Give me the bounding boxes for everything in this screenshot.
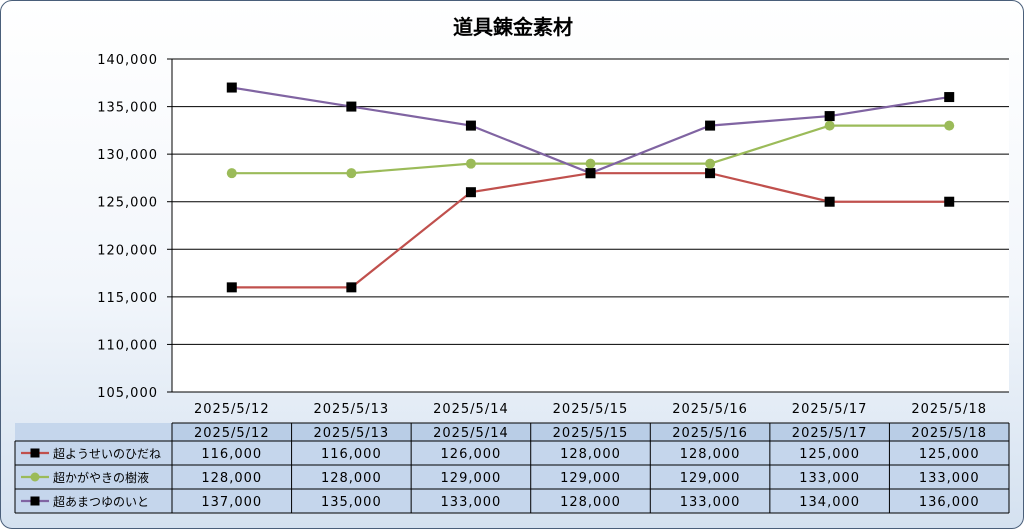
data-table-cell: 128,000 [560,495,621,510]
series-3-point [465,120,476,131]
series-name: 超あまつゆのいと [53,494,149,509]
legend-key-marker [30,448,40,458]
data-table-cell: 128,000 [201,471,262,486]
data-table-cell: 116,000 [321,447,382,462]
series-3-point [944,92,955,103]
series-3-point [824,111,835,122]
data-table-cell: 134,000 [799,495,860,510]
y-tick-label: 125,000 [97,196,158,211]
data-table-header: 2025/5/18 [911,426,987,441]
series-3-point [585,168,596,179]
data-table-cell: 129,000 [560,471,621,486]
chart-title: 道具錬金素材 [453,15,573,39]
y-tick-label: 130,000 [97,148,158,163]
series-1-point [824,196,835,207]
x-tick-label: 2025/5/15 [553,402,629,417]
data-table-header: 2025/5/12 [194,426,270,441]
series-1-point [226,282,237,293]
series-2-point [824,120,835,131]
x-tick-label: 2025/5/17 [792,402,868,417]
data-table-cell: 129,000 [441,471,502,486]
data-table-cell: 126,000 [441,447,502,462]
series-2-point [226,168,237,179]
data-table-cell: 136,000 [919,495,980,510]
x-tick-label: 2025/5/16 [672,402,748,417]
y-tick-label: 105,000 [97,386,158,401]
data-table-cell: 128,000 [680,447,741,462]
series-2-point [346,168,357,179]
x-tick-label: 2025/5/14 [433,402,509,417]
data-table-header: 2025/5/13 [314,426,390,441]
data-table-cell: 129,000 [680,471,741,486]
data-table-header: 2025/5/16 [672,426,748,441]
x-tick-label: 2025/5/18 [911,402,987,417]
series-name: 超かがやきの樹液 [53,470,149,485]
series-2-point [944,120,955,131]
series-1-point [944,196,955,207]
x-tick-label: 2025/5/13 [314,402,390,417]
legend-key-marker [30,496,40,506]
y-tick-label: 135,000 [97,101,158,116]
series-3-point [705,120,716,131]
data-table-header: 2025/5/15 [553,426,629,441]
data-table-cell: 137,000 [201,495,262,510]
data-table-header-bg [172,423,1009,441]
data-table-header: 2025/5/17 [792,426,868,441]
data-table-cell: 116,000 [201,447,262,462]
y-tick-label: 110,000 [97,338,158,353]
series-1-point [346,282,357,293]
y-tick-label: 115,000 [97,291,158,306]
data-table-cell: 128,000 [560,447,621,462]
series-2-point [705,158,716,169]
data-table-cell: 133,000 [441,495,502,510]
data-table-cell: 133,000 [799,471,860,486]
series-3-point [346,101,357,112]
data-table-header: 2025/5/14 [433,426,509,441]
series-2-point [465,158,476,169]
legend-key-marker [30,472,40,482]
data-table-cell: 125,000 [799,447,860,462]
series-1-point [705,168,716,179]
series-1-point [465,187,476,198]
data-table-cell: 135,000 [321,495,382,510]
x-tick-label: 2025/5/12 [194,402,270,417]
data-table-cell: 133,000 [680,495,741,510]
plot-area [172,59,1009,392]
series-2-point [585,158,596,169]
series-name: 超ようせいのひだね [53,446,161,461]
data-table-cell: 125,000 [919,447,980,462]
y-tick-label: 120,000 [97,243,158,258]
data-table-cell: 133,000 [919,471,980,486]
series-3-point [226,82,237,93]
data-table-cell: 128,000 [321,471,382,486]
y-tick-label: 140,000 [97,53,158,68]
